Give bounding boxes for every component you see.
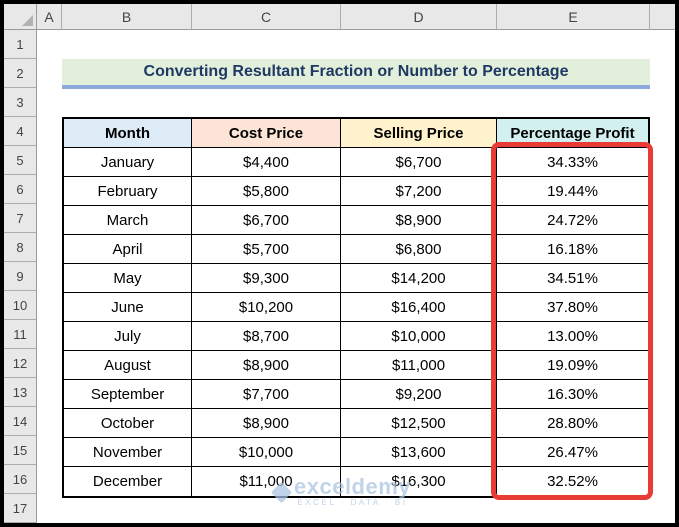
- cell-month[interactable]: April: [64, 235, 192, 264]
- column-header-C[interactable]: C: [192, 4, 341, 30]
- cell-month[interactable]: February: [64, 177, 192, 206]
- row-header-17[interactable]: 17: [4, 494, 37, 523]
- select-all-triangle-icon: [22, 15, 33, 26]
- table-row: April $5,700 $6,800 16.18%: [64, 235, 648, 264]
- cell-selling[interactable]: $16,400: [341, 293, 497, 322]
- cell-selling[interactable]: $16,300: [341, 467, 497, 496]
- table-row: March $6,700 $8,900 24.72%: [64, 206, 648, 235]
- table-row: June $10,200 $16,400 37.80%: [64, 293, 648, 322]
- cell-selling[interactable]: $10,000: [341, 322, 497, 351]
- cell-profit[interactable]: 26.47%: [497, 438, 648, 467]
- cell-profit[interactable]: 28.80%: [497, 409, 648, 438]
- table-header-selling[interactable]: Selling Price: [341, 119, 497, 148]
- row-header-2[interactable]: 2: [4, 59, 37, 88]
- table-row: August $8,900 $11,000 19.09%: [64, 351, 648, 380]
- row-header-15[interactable]: 15: [4, 436, 37, 465]
- cell-month[interactable]: November: [64, 438, 192, 467]
- cell-selling[interactable]: $9,200: [341, 380, 497, 409]
- cell-selling[interactable]: $7,200: [341, 177, 497, 206]
- table-row: July $8,700 $10,000 13.00%: [64, 322, 648, 351]
- cell-profit[interactable]: 16.30%: [497, 380, 648, 409]
- row-header-10[interactable]: 10: [4, 291, 37, 320]
- cell-month[interactable]: May: [64, 264, 192, 293]
- column-header-A[interactable]: A: [37, 4, 62, 30]
- cell-selling[interactable]: $14,200: [341, 264, 497, 293]
- column-header-E[interactable]: E: [497, 4, 650, 30]
- row-header-12[interactable]: 12: [4, 349, 37, 378]
- cell-month[interactable]: August: [64, 351, 192, 380]
- cell-month[interactable]: January: [64, 148, 192, 177]
- title-cell[interactable]: Converting Resultant Fraction or Number …: [62, 59, 650, 89]
- row-header-3[interactable]: 3: [4, 88, 37, 117]
- cell-cost[interactable]: $10,200: [192, 293, 341, 322]
- watermark-tagline: EXCEL · DATA · BI: [297, 498, 408, 507]
- row-header-16[interactable]: 16: [4, 465, 37, 494]
- row-header-13[interactable]: 13: [4, 378, 37, 407]
- cell-cost[interactable]: $5,700: [192, 235, 341, 264]
- cell-profit[interactable]: 32.52%: [497, 467, 648, 496]
- row-header-11[interactable]: 11: [4, 320, 37, 349]
- select-all-corner[interactable]: [4, 4, 37, 30]
- row-header-1[interactable]: 1: [4, 30, 37, 59]
- cell-profit[interactable]: 37.80%: [497, 293, 648, 322]
- row-headers: 1 2 3 4 5 6 7 8 9 10 11 12 13 14 15 16 17: [4, 30, 37, 523]
- column-header-partial[interactable]: [650, 4, 675, 30]
- cell-profit[interactable]: 13.00%: [497, 322, 648, 351]
- cell-cost[interactable]: $5,800: [192, 177, 341, 206]
- cell-profit[interactable]: 34.33%: [497, 148, 648, 177]
- row-header-5[interactable]: 5: [4, 146, 37, 175]
- table-row: May $9,300 $14,200 34.51%: [64, 264, 648, 293]
- data-table: Month Cost Price Selling Price Percentage P…: [62, 117, 650, 498]
- cell-profit[interactable]: 19.44%: [497, 177, 648, 206]
- row-header-8[interactable]: 8: [4, 233, 37, 262]
- cell-month[interactable]: October: [64, 409, 192, 438]
- cell-profit[interactable]: 19.09%: [497, 351, 648, 380]
- cell-cost[interactable]: $7,700: [192, 380, 341, 409]
- cell-profit[interactable]: 24.72%: [497, 206, 648, 235]
- row-header-14[interactable]: 14: [4, 407, 37, 436]
- cell-selling[interactable]: $12,500: [341, 409, 497, 438]
- table-row: February $5,800 $7,200 19.44%: [64, 177, 648, 206]
- table-header-row: Month Cost Price Selling Price Percentage P…: [64, 119, 648, 148]
- table-header-profit[interactable]: Percentage Profit: [497, 119, 648, 148]
- cell-cost[interactable]: $4,400: [192, 148, 341, 177]
- cell-selling[interactable]: $6,700: [341, 148, 497, 177]
- row-header-7[interactable]: 7: [4, 204, 37, 233]
- row-header-4[interactable]: 4: [4, 117, 37, 146]
- cell-month[interactable]: December: [64, 467, 192, 496]
- cell-profit[interactable]: 16.18%: [497, 235, 648, 264]
- column-header-B[interactable]: B: [62, 4, 192, 30]
- cell-selling[interactable]: $6,800: [341, 235, 497, 264]
- cell-selling[interactable]: $8,900: [341, 206, 497, 235]
- table-row: October $8,900 $12,500 28.80%: [64, 409, 648, 438]
- table-row: December $11,000 $16,300 32.52%: [64, 467, 648, 496]
- cell-profit[interactable]: 34.51%: [497, 264, 648, 293]
- cell-month[interactable]: July: [64, 322, 192, 351]
- exceldemy-logo-icon: [270, 481, 293, 503]
- cell-cost[interactable]: $10,000: [192, 438, 341, 467]
- cell-month[interactable]: June: [64, 293, 192, 322]
- row-header-6[interactable]: 6: [4, 175, 37, 204]
- watermark: exceldemy EXCEL · DATA · BI: [270, 474, 412, 507]
- table-row: January $4,400 $6,700 34.33%: [64, 148, 648, 177]
- watermark-name: exceldemy: [294, 474, 412, 499]
- cell-selling[interactable]: $11,000: [341, 351, 497, 380]
- table-row: September $7,700 $9,200 16.30%: [64, 380, 648, 409]
- cell-month[interactable]: March: [64, 206, 192, 235]
- cell-cost[interactable]: $8,900: [192, 351, 341, 380]
- cell-cost[interactable]: $9,300: [192, 264, 341, 293]
- table-header-month[interactable]: Month: [64, 119, 192, 148]
- cell-cost[interactable]: $8,700: [192, 322, 341, 351]
- row-header-9[interactable]: 9: [4, 262, 37, 291]
- cell-cost[interactable]: $8,900: [192, 409, 341, 438]
- cell-selling[interactable]: $13,600: [341, 438, 497, 467]
- cell-cost[interactable]: $6,700: [192, 206, 341, 235]
- cell-month[interactable]: September: [64, 380, 192, 409]
- table-row: November $10,000 $13,600 26.47%: [64, 438, 648, 467]
- column-header-D[interactable]: D: [341, 4, 497, 30]
- table-header-cost[interactable]: Cost Price: [192, 119, 341, 148]
